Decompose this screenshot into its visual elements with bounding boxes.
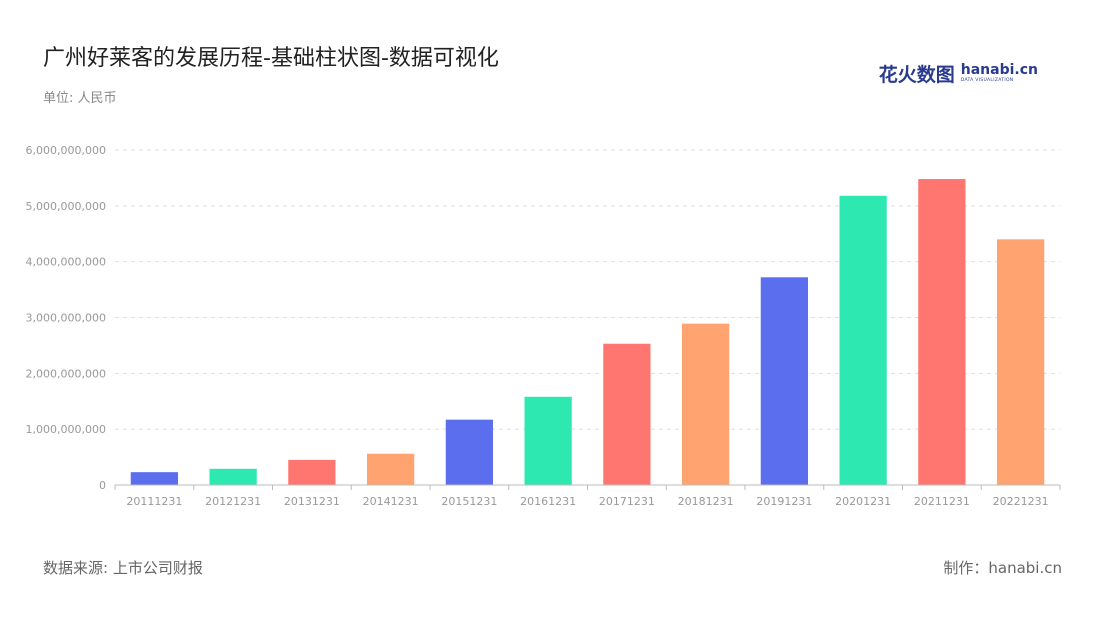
bar bbox=[130, 472, 178, 485]
x-tick-label: 20121231 bbox=[205, 495, 261, 508]
logo-en-subtext: DATA VISUALIZATION bbox=[960, 78, 1014, 84]
bar-layer bbox=[130, 179, 1045, 486]
bar bbox=[603, 343, 651, 485]
x-tick-label: 20201231 bbox=[835, 495, 891, 508]
x-tick-label: 20181231 bbox=[678, 495, 734, 508]
bar bbox=[445, 419, 493, 485]
data-source: 数据来源: 上市公司财报 bbox=[43, 559, 203, 577]
y-tick-label: 5,000,000,000 bbox=[26, 200, 106, 213]
y-tick-label: 3,000,000,000 bbox=[26, 312, 106, 325]
bar bbox=[918, 179, 966, 486]
x-tick-label: 20111231 bbox=[126, 495, 182, 508]
x-tick-label: 20141231 bbox=[363, 495, 419, 508]
x-tick-label: 20131231 bbox=[284, 495, 340, 508]
chart-title: 广州好莱客的发展历程-基础柱状图-数据可视化 bbox=[43, 46, 499, 71]
x-tick-label: 20161231 bbox=[520, 495, 576, 508]
credit-label: 制作：hanabi.cn bbox=[943, 559, 1062, 577]
logo-en-block: hanabi.cn DATA VISUALIZATION bbox=[961, 63, 1038, 84]
logo-en-text: hanabi.cn bbox=[960, 62, 1038, 79]
x-tick-label: 20211231 bbox=[914, 495, 970, 508]
y-tick-label: 1,000,000,000 bbox=[26, 423, 106, 436]
bar bbox=[682, 323, 730, 485]
brand-logo: 花火数图 hanabi.cn DATA VISUALIZATION bbox=[879, 60, 1038, 87]
bar bbox=[209, 468, 257, 485]
y-tick-label: 0 bbox=[99, 479, 106, 492]
x-tick-label: 20191231 bbox=[756, 495, 812, 508]
unit-label: 单位: 人民币 bbox=[43, 91, 117, 106]
bar bbox=[288, 459, 336, 485]
axis-layer: 0 1,000,000,000 2,000,000,000 3,000,000,000… bbox=[26, 144, 1061, 508]
bar bbox=[367, 453, 415, 485]
bar bbox=[524, 396, 572, 485]
y-tick-label: 2,000,000,000 bbox=[26, 367, 106, 380]
x-tick-label: 20221231 bbox=[993, 495, 1049, 508]
bar bbox=[997, 239, 1045, 485]
bar bbox=[839, 195, 887, 486]
x-tick-label: 20171231 bbox=[599, 495, 655, 508]
grid-layer bbox=[115, 149, 1060, 430]
y-tick-label: 4,000,000,000 bbox=[26, 256, 106, 269]
bar bbox=[760, 277, 808, 485]
logo-cn-text: 花火数图 bbox=[878, 64, 955, 86]
x-tick-label: 20151231 bbox=[441, 495, 497, 508]
y-tick-label: 6,000,000,000 bbox=[26, 144, 106, 157]
